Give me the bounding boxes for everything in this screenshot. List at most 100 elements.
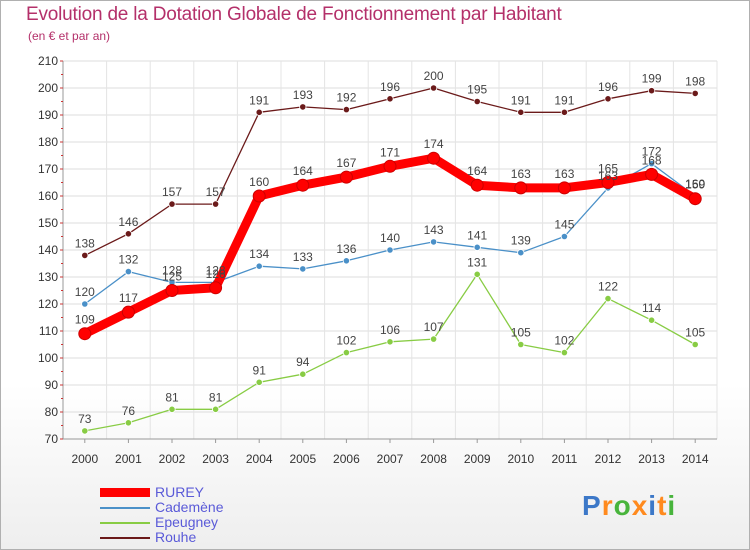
y-tick-label: 90 [45, 378, 59, 392]
data-label-epeugney: 131 [467, 255, 487, 269]
logo-letter: i [648, 490, 658, 521]
data-label-cademène: 140 [380, 231, 400, 245]
data-label-epeugney: 73 [78, 412, 92, 426]
data-point-rurey [296, 178, 310, 192]
data-point-rurey [209, 281, 223, 295]
data-label-epeugney: 106 [380, 323, 400, 337]
data-point-rouhe [81, 251, 89, 259]
y-tick-label: 170 [38, 162, 58, 176]
y-tick-label: 70 [45, 432, 59, 446]
logo-letter: o [613, 490, 632, 521]
data-label-cademène: 134 [249, 247, 269, 261]
y-axis-ticks: 70 80 90 100 110 120 130 140 150 160 170 180 190 200 2… [38, 54, 63, 446]
data-point-rouhe [386, 95, 394, 103]
data-point-cademène [560, 232, 569, 241]
data-point-epeugney [429, 335, 438, 343]
legend-swatch-cademene [100, 507, 150, 509]
data-point-epeugney [604, 294, 612, 303]
data-point-rurey [688, 192, 702, 206]
data-point-rurey [427, 151, 441, 165]
data-point-rouhe [473, 97, 481, 106]
data-label-cademène: 128 [162, 263, 182, 277]
data-point-epeugney [517, 340, 525, 349]
data-point-rurey [165, 284, 179, 297]
data-label-rurey: 160 [249, 175, 269, 189]
data-label-rouhe: 198 [685, 74, 705, 88]
y-tick-label: 130 [38, 270, 58, 284]
data-label-cademène: 139 [511, 234, 531, 248]
data-label-rurey: 168 [642, 153, 662, 167]
chart-subtitle: (en € et par an) [28, 29, 111, 43]
data-point-cademène [342, 257, 350, 265]
data-label-cademène: 172 [642, 145, 662, 159]
y-tick-label: 140 [38, 243, 58, 257]
data-label-epeugney: 102 [336, 334, 356, 348]
legend-label-rouhe: Rouhe [155, 529, 197, 545]
data-label-rouhe: 191 [554, 93, 574, 107]
legend-swatch-rurey [100, 488, 150, 497]
x-tick-label: 2011 [551, 452, 577, 466]
data-label-cademène: 163 [598, 169, 618, 183]
data-label-cademène: 128 [206, 263, 226, 277]
proxiti-logo: Proxiti [582, 490, 676, 522]
data-label-cademène: 132 [118, 253, 138, 267]
x-tick-label: 2006 [333, 452, 360, 466]
data-point-rurey [78, 327, 92, 341]
x-tick-label: 2004 [246, 452, 273, 466]
x-tick-label: 2010 [507, 452, 534, 466]
data-point-rurey [252, 189, 266, 203]
data-point-rouhe [691, 89, 699, 98]
data-point-cademène [255, 262, 263, 270]
data-label-rouhe: 146 [118, 215, 138, 229]
data-label-rouhe: 191 [249, 93, 269, 107]
data-point-rouhe [299, 103, 307, 111]
data-label-cademène: 136 [336, 242, 356, 256]
data-point-cademène [473, 243, 481, 251]
data-point-epeugney [473, 270, 481, 278]
data-label-epeugney: 76 [122, 404, 136, 418]
data-point-rouhe [168, 200, 176, 208]
legend-label-rurey: RUREY [155, 484, 205, 500]
data-point-rurey [645, 167, 659, 181]
data-point-cademène [429, 238, 438, 246]
data-label-rouhe: 191 [511, 93, 531, 107]
data-point-cademène [517, 249, 525, 257]
data-label-rouhe: 157 [206, 185, 226, 199]
x-tick-label: 2008 [420, 452, 447, 466]
x-tick-label: 2002 [159, 452, 186, 466]
y-tick-label: 100 [38, 351, 58, 365]
data-label-epeugney: 81 [165, 390, 179, 404]
data-point-cademène [81, 300, 89, 308]
data-label-epeugney: 102 [554, 334, 574, 348]
data-label-epeugney: 107 [424, 320, 444, 334]
data-point-cademène [299, 265, 307, 273]
data-label-rurey: 126 [206, 267, 226, 281]
data-point-epeugney [124, 419, 132, 427]
x-axis-ticks: 2000 2001 2002 2003 2004 2005 2006 2007 2008 2009… [71, 439, 709, 466]
data-label-cademène: 143 [424, 223, 444, 237]
data-point-rurey [383, 159, 397, 173]
data-label-rurey: 164 [467, 164, 487, 178]
x-tick-label: 2005 [289, 452, 316, 466]
data-point-rouhe [604, 95, 612, 103]
x-tick-label: 2001 [115, 452, 142, 466]
data-label-rurey: 125 [162, 270, 182, 284]
y-tick-label: 190 [38, 108, 58, 122]
y-tick-label: 120 [38, 297, 58, 311]
x-tick-label: 2009 [464, 452, 491, 466]
data-point-rouhe [212, 200, 220, 208]
data-point-rouhe [124, 230, 132, 238]
y-tick-label: 160 [38, 189, 58, 203]
data-point-epeugney [647, 316, 656, 324]
logo-letter: P [582, 490, 602, 521]
data-label-rouhe: 199 [642, 72, 662, 86]
y-tick-label: 200 [38, 81, 58, 95]
data-label-rouhe: 200 [424, 69, 444, 83]
data-point-epeugney [212, 405, 220, 413]
data-label-rurey: 171 [380, 145, 400, 159]
y-tick-label: 80 [45, 405, 59, 419]
data-point-rurey [339, 170, 353, 184]
legend-label-epeugney: Epeugney [155, 514, 219, 530]
